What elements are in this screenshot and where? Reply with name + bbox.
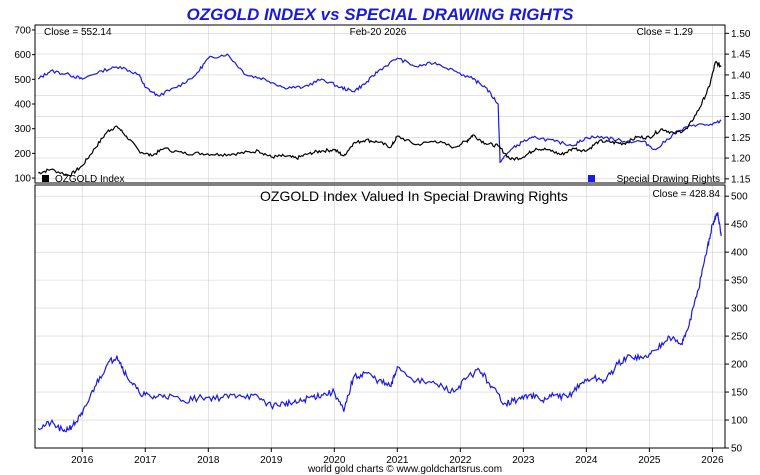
x-tick-label: 2021 [386,455,409,466]
bottom-panel-title: OZGOLD Index Valued In Special Drawing R… [260,188,568,204]
top-left-tick-label: 500 [14,75,31,86]
x-tick-label: 2018 [197,455,220,466]
x-tick-label: 2026 [701,455,724,466]
bottom-close-label: Close = 428.84 [652,189,720,200]
bottom-right-tick-label: 50 [731,444,743,455]
top-right-tick-label: 1.25 [731,133,751,144]
x-axis: 2016 2017 2018 2019 2020 2021 2022 2023 2024 2025… [71,448,724,466]
x-tick-label: 2019 [260,455,283,466]
top-right-tick-label: 1.30 [731,112,751,123]
bottom-right-tick-label: 500 [731,192,748,203]
top-right-tick-label: 1.35 [731,91,751,102]
top-right-tick-label: 1.50 [731,29,751,40]
chart-title: OZGOLD INDEX vs SPECIAL DRAWING RIGHTS [187,5,575,24]
bottom-right-tick-label: 450 [731,220,748,231]
legend-ozgold-swatch [42,175,49,182]
top-left-close-label: Close = 552.14 [44,27,112,38]
legend-sdr-swatch [588,175,595,182]
top-right-tick-label: 1.15 [731,174,751,185]
footer-credit: world gold charts © www.goldchartsrus.co… [307,464,502,475]
top-left-tick-label: 100 [14,174,31,185]
bottom-right-axis: 50 100 150 200 250 300 350 400 450 500 [725,192,748,455]
top-right-tick-label: 1.45 [731,50,751,61]
top-left-tick-label: 400 [14,100,31,111]
top-gridlines [35,25,725,183]
top-left-tick-label: 300 [14,124,31,135]
bottom-right-tick-label: 250 [731,332,748,343]
top-left-axis: 100 200 300 400 500 600 700 [14,25,35,185]
bottom-right-tick-label: 300 [731,304,748,315]
bottom-right-tick-label: 350 [731,276,748,287]
top-right-axis: 1.15 1.20 1.25 1.30 1.35 1.40 1.45 1.50 [725,29,751,185]
ozgold-series-line [37,60,722,178]
x-tick-label: 2025 [638,455,661,466]
bottom-right-tick-label: 100 [731,416,748,427]
legend-ozgold-label: OZGOLD Index [55,174,124,185]
ratio-series-line [37,211,722,433]
top-left-tick-label: 600 [14,50,31,61]
bottom-right-tick-label: 150 [731,388,748,399]
bottom-panel-frame [34,184,726,449]
sdr-series-line [37,53,722,164]
x-tick-label: 2022 [449,455,472,466]
bottom-gridlines [35,185,725,449]
top-left-tick-label: 700 [14,25,31,36]
bottom-right-tick-label: 200 [731,360,748,371]
x-tick-label: 2023 [512,455,535,466]
x-tick-label: 2016 [71,455,94,466]
legend-sdr-label: Special Drawing Rights [617,174,720,185]
top-panel-frame [34,24,726,184]
top-right-tick-label: 1.40 [731,70,751,81]
x-tick-label: 2020 [323,455,346,466]
bottom-right-tick-label: 400 [731,248,748,259]
x-tick-label: 2017 [134,455,157,466]
top-date-label: Feb-20 2026 [350,27,407,38]
top-right-tick-label: 1.20 [731,154,751,165]
x-tick-label: 2024 [575,455,598,466]
top-left-tick-label: 200 [14,149,31,160]
top-right-close-label: Close = 1.29 [637,27,694,38]
